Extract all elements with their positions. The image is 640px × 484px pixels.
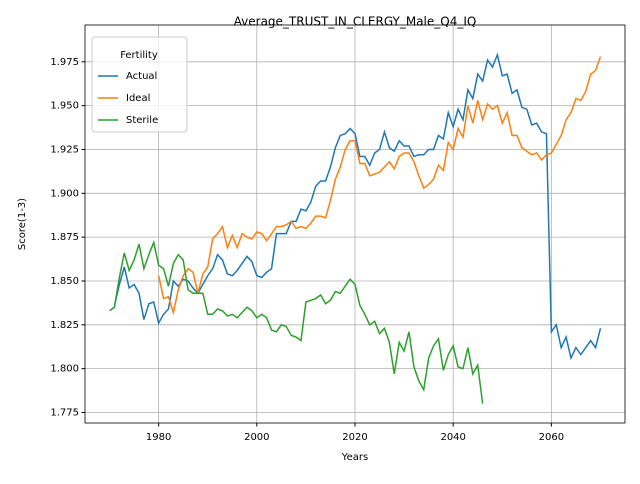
- x-tick-label: 1980: [146, 432, 171, 443]
- x-tick-label: 2000: [244, 432, 269, 443]
- x-tick-label: 2060: [539, 432, 564, 443]
- series-line: [109, 239, 484, 404]
- x-tick-label: 2040: [440, 432, 465, 443]
- y-tick-label: 1.775: [50, 407, 79, 418]
- y-axis-label: Score(1-3): [17, 198, 28, 250]
- y-tick-label: 1.900: [50, 188, 79, 199]
- y-tick-label: 1.925: [50, 144, 79, 155]
- legend-label: Ideal: [126, 93, 150, 104]
- y-tick-label: 1.950: [50, 101, 79, 112]
- y-tick-label: 1.850: [50, 276, 79, 287]
- y-tick-label: 1.800: [50, 364, 79, 375]
- legend-box: [91, 36, 188, 133]
- y-tick-label: 1.875: [50, 232, 79, 243]
- series-line: [113, 52, 602, 361]
- y-tick-label: 1.825: [50, 320, 79, 331]
- legend-label: Sterile: [126, 115, 158, 126]
- x-axis-label: Years: [341, 452, 368, 463]
- y-tick-label: 1.975: [50, 57, 79, 68]
- plot-frame: [84, 24, 626, 424]
- legend-title: Fertility: [120, 50, 158, 61]
- series-line: [157, 56, 602, 316]
- legend-label: Actual: [126, 71, 157, 82]
- x-tick-label: 2020: [342, 432, 367, 443]
